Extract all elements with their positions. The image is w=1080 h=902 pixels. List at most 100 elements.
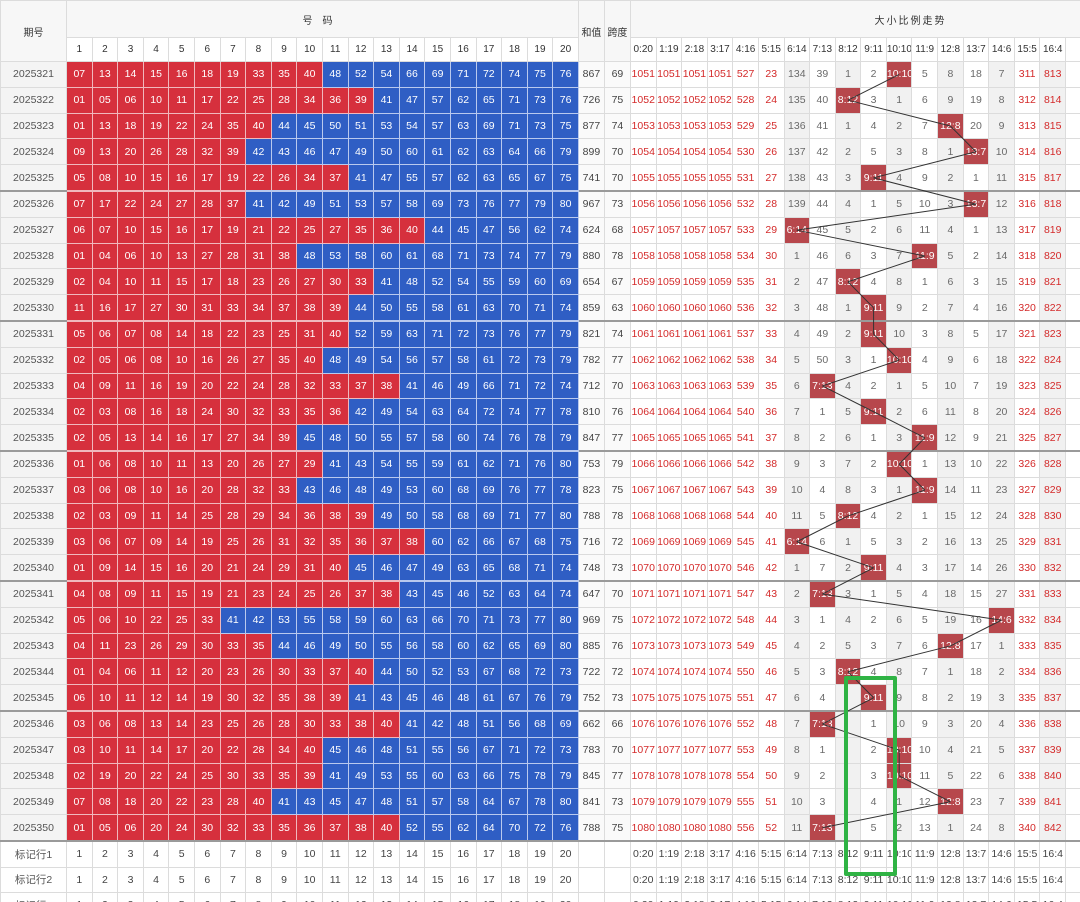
number-ball: 13 <box>193 449 221 478</box>
miss-count: 1065 <box>655 424 683 452</box>
span-cell: 70 <box>603 736 631 764</box>
miss-count: 1080 <box>706 814 734 842</box>
miss-count: 1062 <box>629 346 657 374</box>
span-cell: 73 <box>603 189 631 218</box>
ratio-hit: 12:8 <box>937 632 964 660</box>
miss-count: 1066 <box>655 449 683 478</box>
miss-count: 1069 <box>706 528 734 556</box>
number-ball: 35 <box>270 346 298 374</box>
miss-count: 1 <box>885 476 913 504</box>
miss-count: 14 <box>962 554 990 582</box>
miss-count: 3 <box>834 579 862 608</box>
miss-count: 7 <box>911 112 939 140</box>
span-cell: 73 <box>603 788 631 816</box>
miss-count: 2 <box>937 164 964 192</box>
number-ball: 36 <box>347 528 375 556</box>
number-ball: 74 <box>552 554 579 582</box>
sum-cell: 823 <box>577 476 605 504</box>
ratio-column-label: 7:13 <box>809 37 836 62</box>
sum-cell: 624 <box>577 216 605 244</box>
ratio-column-label: 16:4 <box>1039 37 1067 62</box>
number-ball: 20 <box>117 138 144 166</box>
miss-count: 39 <box>757 476 785 504</box>
miss-count: 1078 <box>655 762 683 790</box>
miss-count: 5 <box>860 814 887 842</box>
miss-count: 823 <box>1039 319 1067 348</box>
miss-count: 6 <box>911 632 939 660</box>
number-ball: 45 <box>321 736 349 764</box>
number-ball: 19 <box>193 579 221 608</box>
miss-count: 7 <box>834 449 862 478</box>
miss-count: 11 <box>962 476 990 504</box>
miss-count: 332 <box>1013 606 1041 634</box>
miss-count: 32 <box>757 294 785 322</box>
miss-count: 22 <box>962 762 990 790</box>
ratio-column-label: 6:14 <box>783 37 811 62</box>
marker-number: 6 <box>193 866 221 894</box>
number-ball: 67 <box>475 736 503 764</box>
miss-count: 3 <box>911 554 939 582</box>
miss-count: 3 <box>783 606 811 634</box>
number-ball: 25 <box>168 606 195 634</box>
miss-count: 1054 <box>629 138 657 166</box>
number-ball: 19 <box>142 112 170 140</box>
number-ball: 49 <box>321 632 349 660</box>
number-ball: 15 <box>142 216 170 244</box>
marker-number: 13 <box>373 839 400 868</box>
number-ball: 25 <box>296 579 323 608</box>
number-ball: 79 <box>552 684 579 712</box>
miss-count: 8 <box>911 138 939 166</box>
miss-count: 1 <box>911 449 939 478</box>
miss-count: 2 <box>988 658 1015 686</box>
number-ball: 20 <box>193 372 221 400</box>
number-ball: 55 <box>398 762 426 790</box>
number-ball: 28 <box>219 242 247 270</box>
number-ball: 48 <box>321 346 349 374</box>
miss-count: 23 <box>988 476 1015 504</box>
number-ball: 23 <box>193 709 221 738</box>
miss-count: 826 <box>1039 398 1067 426</box>
number-ball: 73 <box>526 86 554 114</box>
miss-count: 1064 <box>629 398 657 426</box>
miss-count: 330 <box>1013 554 1041 582</box>
marker-ratio: 12:8 <box>937 892 964 902</box>
number-ball: 45 <box>398 684 426 712</box>
number-ball: 28 <box>270 372 298 400</box>
number-ball: 48 <box>449 684 477 712</box>
miss-count: 1073 <box>629 632 657 660</box>
miss-count: 1080 <box>655 814 683 842</box>
miss-count: 2 <box>911 294 939 322</box>
ratio-column-label: 8:12 <box>834 37 862 62</box>
data-row: 2025322 01 05 06 10 11 17 22 25 28 34 36 39 41 47 57 62 6… <box>0 86 1080 114</box>
marker-number: 16 <box>449 839 477 868</box>
miss-count: 551 <box>732 684 759 712</box>
miss-count: 24 <box>962 814 990 842</box>
marker-number: 7 <box>219 839 247 868</box>
number-ball: 22 <box>168 788 195 816</box>
miss-count <box>834 762 862 790</box>
miss-count: 1052 <box>655 86 683 114</box>
filler-cell <box>1065 606 1080 634</box>
number-ball: 68 <box>449 476 477 504</box>
miss-count: 15 <box>988 268 1015 296</box>
marker-number: 13 <box>373 866 400 894</box>
filler-cell <box>1065 709 1080 738</box>
number-ball: 50 <box>347 632 375 660</box>
number-ball: 60 <box>424 762 451 790</box>
number-column-label: 10 <box>296 37 323 62</box>
number-ball: 10 <box>142 86 170 114</box>
issue-cell: 2025335 <box>0 424 67 452</box>
number-ball: 52 <box>424 658 451 686</box>
number-ball: 51 <box>321 189 349 218</box>
marker-ratio: 10:10 <box>885 839 913 868</box>
miss-count: 9 <box>937 346 964 374</box>
miss-count: 23 <box>962 788 990 816</box>
miss-count: 3 <box>988 684 1015 712</box>
number-ball: 49 <box>373 502 400 530</box>
miss-count: 7 <box>783 709 811 738</box>
miss-count: 5 <box>885 189 913 218</box>
number-ball: 73 <box>552 736 579 764</box>
number-column-label: 16 <box>449 37 477 62</box>
number-ball: 50 <box>373 138 400 166</box>
miss-count: 1066 <box>706 449 734 478</box>
